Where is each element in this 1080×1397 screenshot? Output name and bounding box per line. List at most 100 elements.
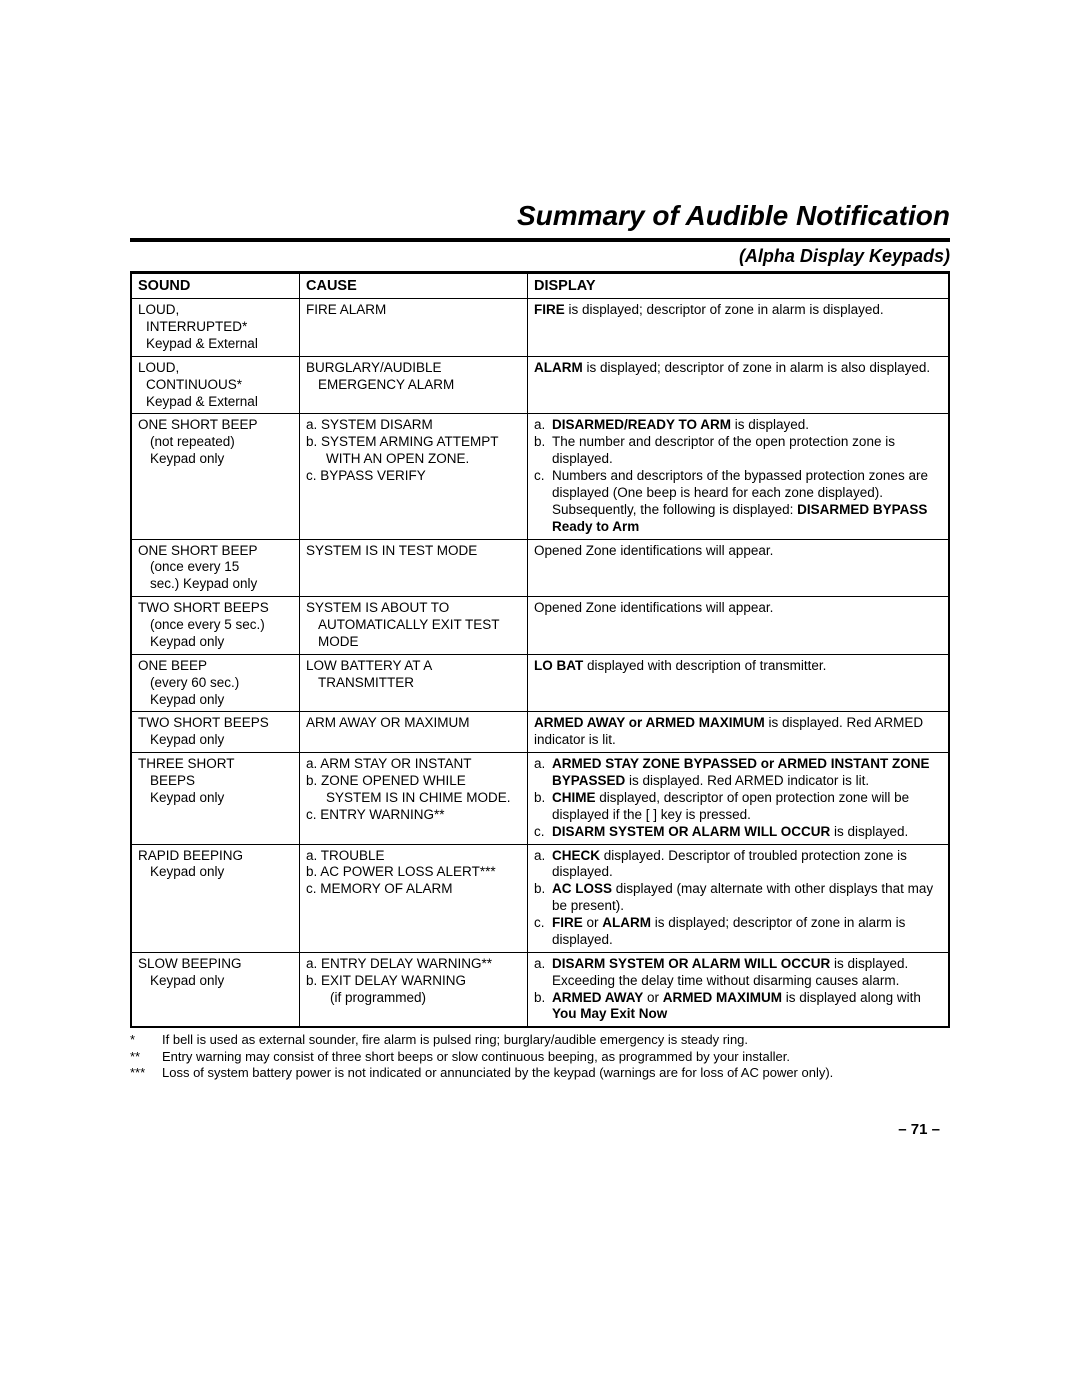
display-line: FIRE is displayed; descriptor of zone in…: [534, 302, 942, 319]
text-line: (once every 5 sec.): [138, 617, 293, 634]
display-line: c.DISARM SYSTEM OR ALARM WILL OCCUR is d…: [534, 824, 942, 841]
page-subtitle: (Alpha Display Keypads): [130, 238, 950, 267]
display-line: b.AC LOSS displayed (may alternate with …: [534, 881, 942, 915]
text-line: b. EXIT DELAY WARNING: [306, 973, 521, 990]
cell-display: ARMED AWAY or ARMED MAXIMUM is displayed…: [528, 712, 950, 753]
text-line: THREE SHORT: [138, 756, 293, 773]
display-line: a.DISARMED/READY TO ARM is displayed.: [534, 417, 942, 434]
text-line: TRANSMITTER: [306, 675, 521, 692]
footnote-row: ** Entry warning may consist of three sh…: [130, 1049, 837, 1065]
display-line: a.CHECK displayed. Descriptor of trouble…: [534, 848, 942, 882]
text-line: (every 60 sec.): [138, 675, 293, 692]
text-line: b. SYSTEM ARMING ATTEMPT: [306, 434, 521, 451]
display-line: ALARM is displayed; descriptor of zone i…: [534, 360, 942, 377]
text-line: BEEPS: [138, 773, 293, 790]
cell-cause: LOW BATTERY AT ATRANSMITTER: [300, 654, 528, 712]
text-line: SYSTEM IS IN CHIME MODE.: [306, 790, 521, 807]
table-row: TWO SHORT BEEPSKeypad only ARM AWAY OR M…: [131, 712, 949, 753]
text-line: Keypad & External: [138, 336, 293, 353]
footnote-row: *** Loss of system battery power is not …: [130, 1065, 837, 1081]
text-line: WITH AN OPEN ZONE.: [306, 451, 521, 468]
text-line: sec.) Keypad only: [138, 576, 293, 593]
display-line: b.ARMED AWAY or ARMED MAXIMUM is display…: [534, 990, 942, 1024]
table-row: RAPID BEEPINGKeypad only a. TROUBLEb. AC…: [131, 844, 949, 952]
col-header-cause: CAUSE: [300, 273, 528, 299]
text-line: Keypad only: [138, 634, 293, 651]
cell-sound: LOUD,INTERRUPTED*Keypad & External: [131, 299, 300, 357]
text-line: a. TROUBLE: [306, 848, 521, 865]
text-line: ONE BEEP: [138, 658, 293, 675]
text-line: SLOW BEEPING: [138, 956, 293, 973]
cell-cause: a. ENTRY DELAY WARNING**b. EXIT DELAY WA…: [300, 952, 528, 1027]
cell-cause: BURGLARY/AUDIBLEEMERGENCY ALARM: [300, 356, 528, 414]
text-line: Keypad only: [138, 864, 293, 881]
footnote-row: * If bell is used as external sounder, f…: [130, 1032, 837, 1048]
page-title: Summary of Audible Notification: [130, 200, 950, 232]
text-line: (if programmed): [306, 990, 521, 1007]
text-line: LOUD,: [138, 360, 293, 377]
text-line: Keypad only: [138, 451, 293, 468]
display-line: ARMED AWAY or ARMED MAXIMUM is displayed…: [534, 715, 942, 749]
cell-cause: SYSTEM IS IN TEST MODE: [300, 539, 528, 597]
footnote-symbol: ***: [130, 1065, 162, 1081]
footnote-symbol: *: [130, 1032, 162, 1048]
table-row: THREE SHORTBEEPSKeypad only a. ARM STAY …: [131, 753, 949, 844]
text-line: MODE: [306, 634, 521, 651]
cell-sound: SLOW BEEPINGKeypad only: [131, 952, 300, 1027]
cell-sound: LOUD,CONTINUOUS*Keypad & External: [131, 356, 300, 414]
footnote-text: Loss of system battery power is not indi…: [162, 1065, 837, 1081]
cell-cause: a. TROUBLEb. AC POWER LOSS ALERT***c. ME…: [300, 844, 528, 952]
display-line: a.ARMED STAY ZONE BYPASSED or ARMED INST…: [534, 756, 942, 790]
text-line: FIRE ALARM: [306, 302, 521, 319]
cell-cause: a. ARM STAY OR INSTANTb. ZONE OPENED WHI…: [300, 753, 528, 844]
table-row: SLOW BEEPINGKeypad only a. ENTRY DELAY W…: [131, 952, 949, 1027]
display-line: Opened Zone identifications will appear.: [534, 600, 942, 617]
text-line: c. MEMORY OF ALARM: [306, 881, 521, 898]
text-line: c. BYPASS VERIFY: [306, 468, 521, 485]
cell-display: a.CHECK displayed. Descriptor of trouble…: [528, 844, 950, 952]
text-line: b. AC POWER LOSS ALERT***: [306, 864, 521, 881]
text-line: (once every 15: [138, 559, 293, 576]
text-line: AUTOMATICALLY EXIT TEST: [306, 617, 521, 634]
table-row: ONE SHORT BEEP(once every 15sec.) Keypad…: [131, 539, 949, 597]
display-line: c.FIRE or ALARM is displayed; descriptor…: [534, 915, 942, 949]
text-line: EMERGENCY ALARM: [306, 377, 521, 394]
text-line: TWO SHORT BEEPS: [138, 715, 293, 732]
table-row: ONE BEEP(every 60 sec.)Keypad only LOW B…: [131, 654, 949, 712]
cell-display: a.DISARMED/READY TO ARM is displayed.b.T…: [528, 414, 950, 539]
display-line: Opened Zone identifications will appear.: [534, 543, 942, 560]
footnote-text: Entry warning may consist of three short…: [162, 1049, 837, 1065]
text-line: a. SYSTEM DISARM: [306, 417, 521, 434]
cell-sound: TWO SHORT BEEPSKeypad only: [131, 712, 300, 753]
col-header-sound: SOUND: [131, 273, 300, 299]
footnotes: * If bell is used as external sounder, f…: [130, 1032, 950, 1081]
cell-display: Opened Zone identifications will appear.: [528, 539, 950, 597]
text-line: a. ENTRY DELAY WARNING**: [306, 956, 521, 973]
text-line: Keypad only: [138, 732, 293, 749]
text-line: INTERRUPTED*: [138, 319, 293, 336]
text-line: TWO SHORT BEEPS: [138, 600, 293, 617]
cell-sound: THREE SHORTBEEPSKeypad only: [131, 753, 300, 844]
text-line: a. ARM STAY OR INSTANT: [306, 756, 521, 773]
table-row: ONE SHORT BEEP(not repeated)Keypad only …: [131, 414, 949, 539]
text-line: c. ENTRY WARNING**: [306, 807, 521, 824]
text-line: ONE SHORT BEEP: [138, 543, 293, 560]
text-line: LOW BATTERY AT A: [306, 658, 521, 675]
text-line: ARM AWAY OR MAXIMUM: [306, 715, 521, 732]
text-line: Keypad & External: [138, 394, 293, 411]
display-line: b.The number and descriptor of the open …: [534, 434, 942, 468]
notification-table: SOUND CAUSE DISPLAY LOUD,INTERRUPTED*Key…: [130, 272, 950, 1028]
table-row: LOUD,CONTINUOUS*Keypad & External BURGLA…: [131, 356, 949, 414]
display-line: b.CHIME displayed, descriptor of open pr…: [534, 790, 942, 824]
text-line: Keypad only: [138, 790, 293, 807]
text-line: BURGLARY/AUDIBLE: [306, 360, 521, 377]
text-line: SYSTEM IS ABOUT TO: [306, 600, 521, 617]
cell-display: a.DISARM SYSTEM OR ALARM WILL OCCUR is d…: [528, 952, 950, 1027]
text-line: SYSTEM IS IN TEST MODE: [306, 543, 521, 560]
display-line: c.Numbers and descriptors of the bypasse…: [534, 468, 942, 536]
cell-sound: RAPID BEEPINGKeypad only: [131, 844, 300, 952]
cell-cause: SYSTEM IS ABOUT TOAUTOMATICALLY EXIT TES…: [300, 597, 528, 655]
text-line: (not repeated): [138, 434, 293, 451]
text-line: Keypad only: [138, 973, 293, 990]
footnote-text: If bell is used as external sounder, fir…: [162, 1032, 837, 1048]
